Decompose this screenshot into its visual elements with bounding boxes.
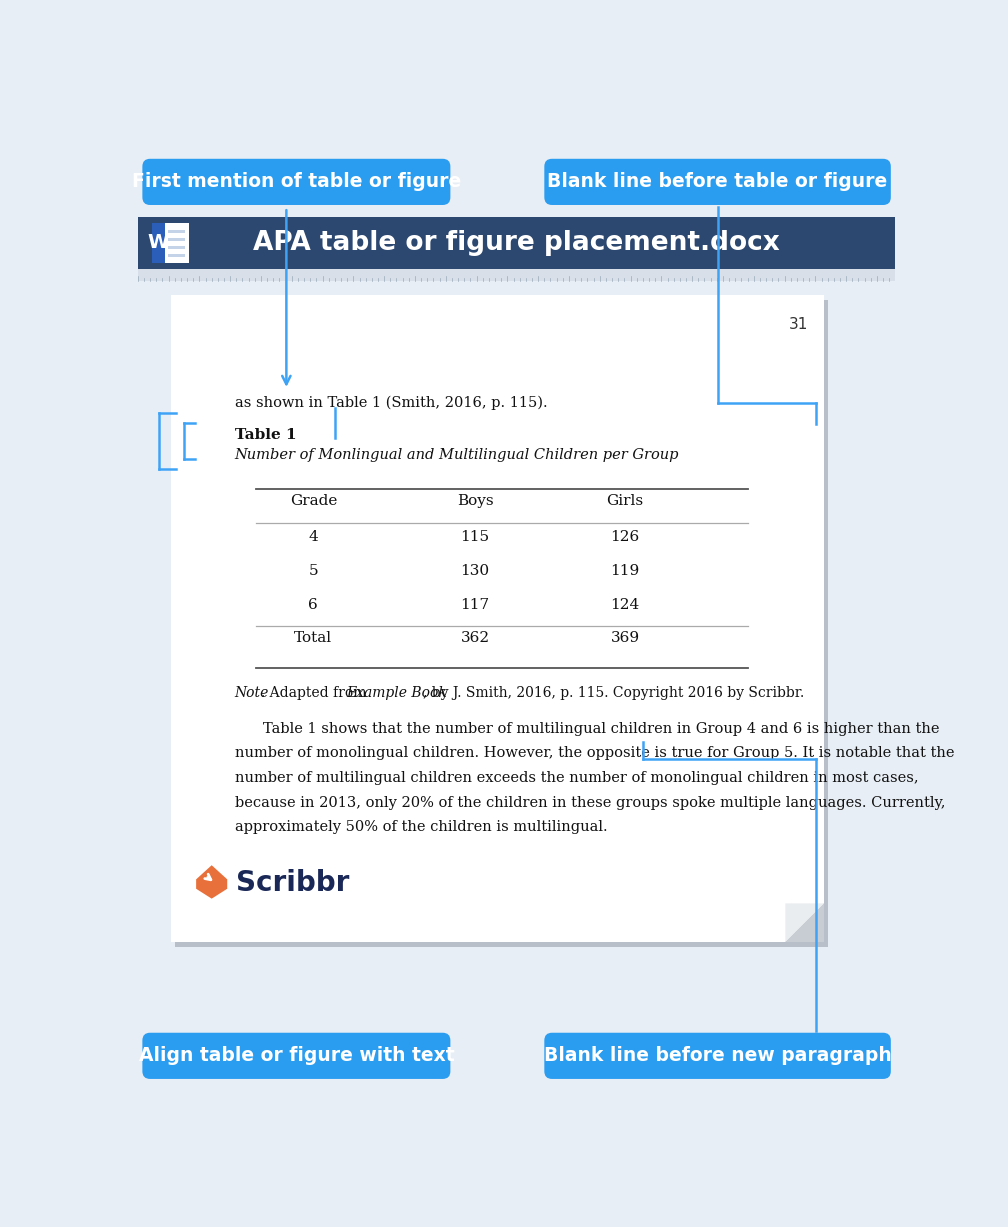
FancyBboxPatch shape — [544, 158, 891, 205]
Text: Table 1 shows that the number of multilingual children in Group 4 and 6 is highe: Table 1 shows that the number of multili… — [263, 721, 939, 736]
Text: 119: 119 — [611, 563, 640, 578]
Bar — [151, 222, 165, 263]
Text: because in 2013, only 20% of the children in these groups spoke multiple languag: because in 2013, only 20% of the childre… — [235, 795, 946, 810]
Text: W: W — [148, 233, 169, 253]
Text: Girls: Girls — [607, 494, 644, 508]
Text: 31: 31 — [789, 317, 808, 331]
Text: as shown in Table 1 (Smith, 2016, p. 115).: as shown in Table 1 (Smith, 2016, p. 115… — [235, 395, 547, 410]
Bar — [138, 269, 895, 281]
Text: Blank line before table or figure: Blank line before table or figure — [547, 172, 888, 191]
Bar — [167, 231, 184, 233]
Text: APA table or figure placement.docx: APA table or figure placement.docx — [253, 229, 780, 255]
Bar — [167, 254, 184, 256]
Text: Blank line before new paragraph: Blank line before new paragraph — [543, 1047, 891, 1065]
Bar — [175, 299, 829, 946]
Polygon shape — [785, 903, 824, 942]
Text: Note: Note — [235, 686, 269, 701]
FancyBboxPatch shape — [142, 158, 451, 205]
Text: First mention of table or figure: First mention of table or figure — [132, 172, 461, 191]
Bar — [167, 238, 184, 242]
Polygon shape — [785, 903, 824, 942]
Text: number of monolingual children. However, the opposite is true for Group 5. It is: number of monolingual children. However,… — [235, 746, 955, 761]
Text: Grade: Grade — [289, 494, 337, 508]
Text: Example Book: Example Book — [346, 686, 447, 701]
Text: 362: 362 — [461, 632, 490, 645]
FancyBboxPatch shape — [142, 1033, 451, 1079]
Text: 5: 5 — [308, 563, 319, 578]
Text: 115: 115 — [461, 530, 490, 544]
Text: 4: 4 — [308, 530, 319, 544]
Bar — [171, 294, 824, 942]
Text: 117: 117 — [461, 598, 490, 611]
Bar — [138, 216, 895, 269]
Text: 6: 6 — [308, 598, 319, 611]
FancyBboxPatch shape — [544, 1033, 891, 1079]
Text: approximately 50% of the children is multilingual.: approximately 50% of the children is mul… — [235, 820, 608, 834]
Polygon shape — [195, 864, 229, 901]
Bar — [167, 245, 184, 249]
Text: 124: 124 — [611, 598, 640, 611]
Text: 369: 369 — [611, 632, 640, 645]
Text: Align table or figure with text: Align table or figure with text — [138, 1047, 455, 1065]
Text: , by J. Smith, 2016, p. 115. Copyright 2016 by Scribbr.: , by J. Smith, 2016, p. 115. Copyright 2… — [423, 686, 804, 701]
Text: Scribbr: Scribbr — [236, 870, 350, 897]
Text: . Adapted from: . Adapted from — [261, 686, 371, 701]
Text: Total: Total — [294, 632, 333, 645]
Text: 130: 130 — [461, 563, 490, 578]
Text: Table 1: Table 1 — [235, 428, 296, 442]
Text: Number of Monlingual and Multilingual Children per Group: Number of Monlingual and Multilingual Ch… — [235, 448, 679, 461]
Text: Boys: Boys — [457, 494, 493, 508]
Text: number of multilingual children exceeds the number of monolingual children in mo: number of multilingual children exceeds … — [235, 771, 918, 785]
Text: 126: 126 — [611, 530, 640, 544]
Bar — [151, 222, 188, 263]
